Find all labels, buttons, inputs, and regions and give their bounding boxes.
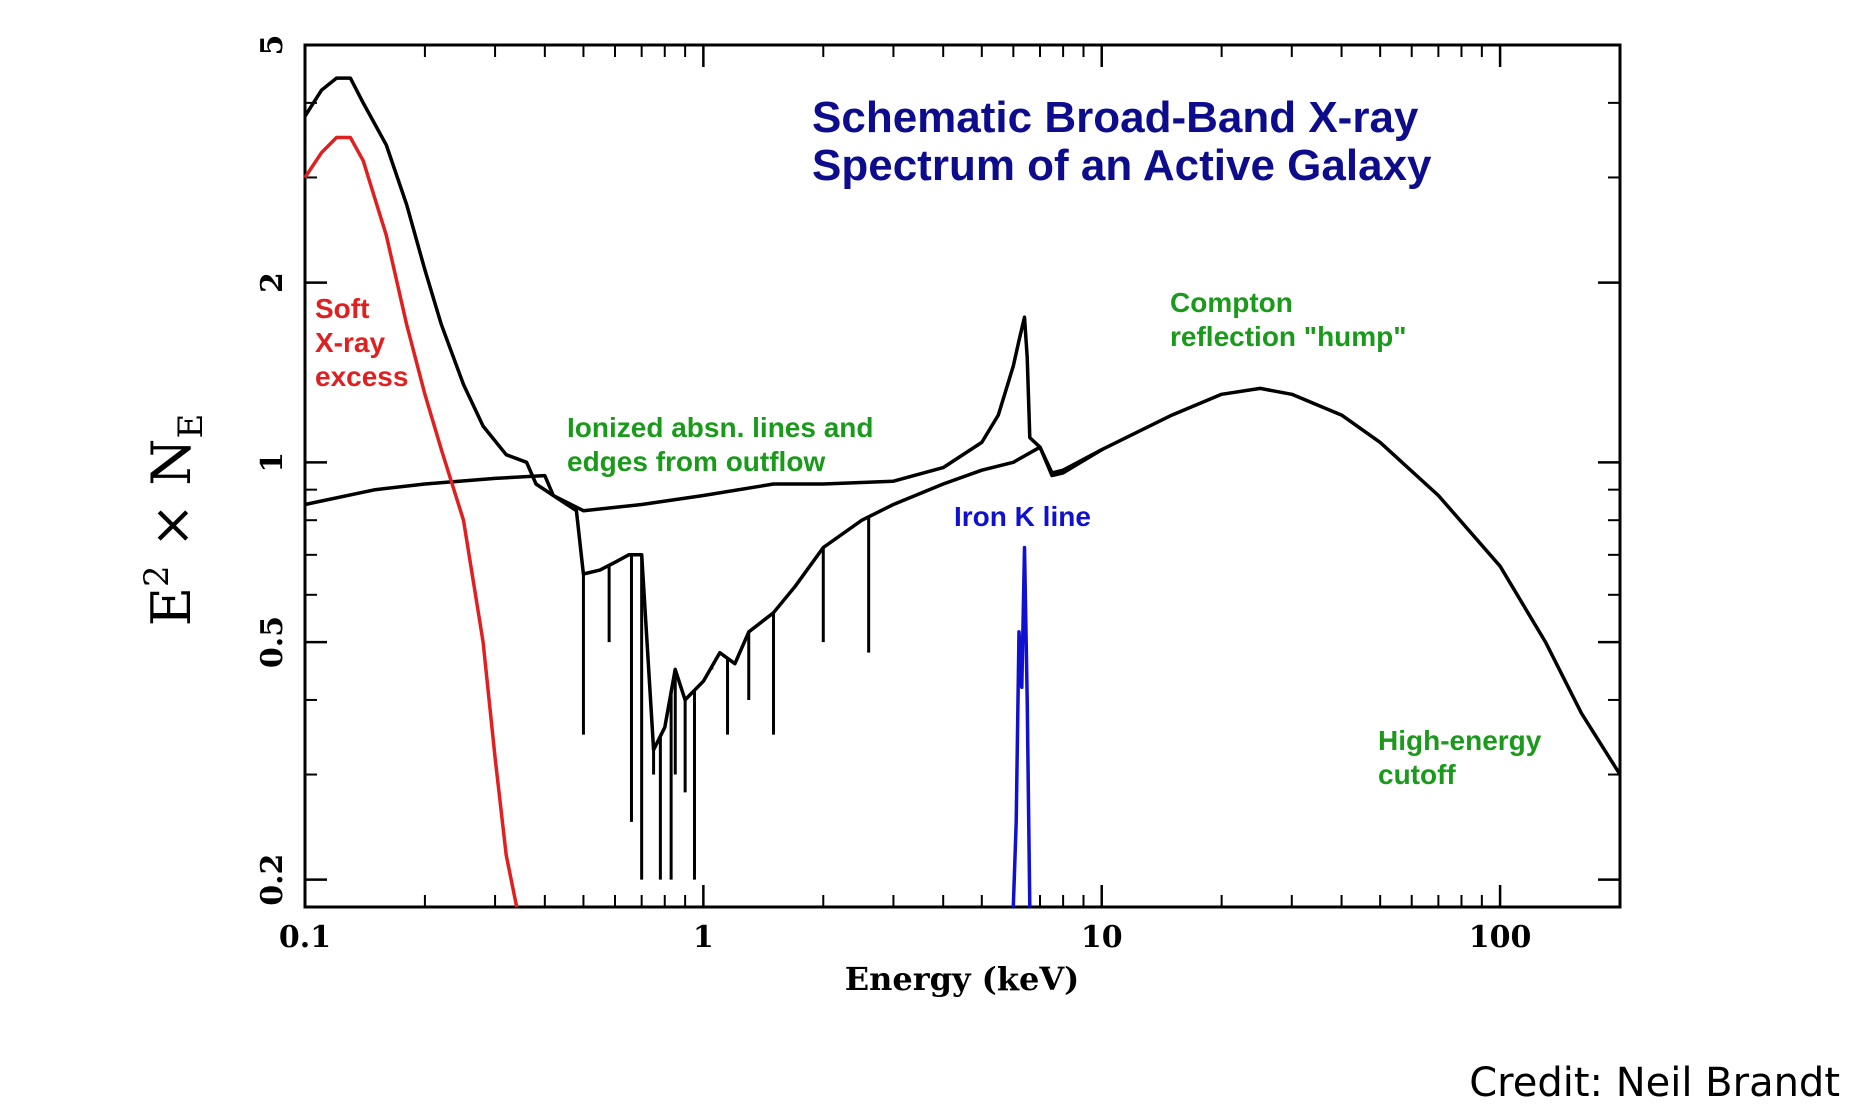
series-soft-excess	[303, 135, 519, 908]
annotation-compton-line: reflection "hump"	[1170, 321, 1407, 352]
series-iron-line	[1011, 545, 1032, 908]
y-tick-label: 5	[255, 35, 290, 56]
annotation-iron: Iron K line	[954, 501, 1091, 532]
x-axis-label: Energy (keV)	[845, 960, 1080, 998]
y-axis-label-base: E	[140, 587, 203, 626]
y-axis-label-sup: 2	[137, 565, 177, 587]
y-tick-label: 1	[255, 452, 290, 473]
y-tick-label: 0.5	[255, 616, 290, 668]
chart-title-line-2: Spectrum of an Active Galaxy	[812, 141, 1432, 190]
axis-ticks	[303, 43, 1620, 907]
annotation-soft-line: Soft	[315, 293, 369, 324]
svg-text:E2 × NE: E2 × NE	[137, 414, 211, 627]
x-tick-label: 100	[1469, 920, 1532, 955]
series-total	[303, 76, 1622, 776]
chart-title-line-1: Schematic Broad-Band X-ray	[812, 93, 1419, 142]
annotation-soft-line: excess	[315, 361, 408, 392]
y-axis-label-times: × N	[140, 438, 203, 565]
plot-area-frame	[303, 43, 1622, 909]
y-axis-label-sub: E	[171, 414, 211, 439]
x-tick-label: 10	[1081, 920, 1123, 955]
annotation-soft-line: X-ray	[315, 327, 385, 358]
annotation-compton-line: Compton	[1170, 287, 1293, 318]
y-tick-label: 0.2	[255, 854, 290, 906]
absorption-lines	[581, 516, 871, 880]
axis-tick-labels: 0.1 1 10 100 0.2 0.5 1 2 5	[255, 35, 1531, 955]
annotation-iron-line: Iron K line	[954, 501, 1091, 532]
y-tick-label: 2	[255, 272, 290, 293]
credit-text: Credit: Neil Brandt	[1469, 1060, 1840, 1104]
annotation-cutoff-line: High-energy	[1378, 725, 1542, 756]
x-tick-label: 0.1	[279, 920, 331, 955]
annotation-ionized-line: edges from outflow	[567, 446, 825, 477]
y-axis-label: E2 × NE	[137, 414, 211, 627]
annotation-cutoff-line: cutoff	[1378, 759, 1456, 790]
x-tick-label: 1	[693, 920, 714, 955]
annotation-ionized-line: Ionized absn. lines and	[567, 412, 874, 443]
